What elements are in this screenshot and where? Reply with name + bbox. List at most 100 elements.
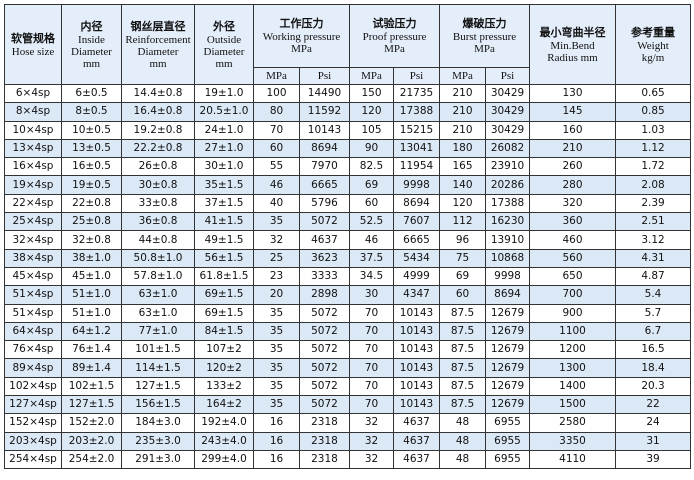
table-cell: 60 bbox=[253, 138, 300, 159]
table-cell: 39 bbox=[615, 449, 692, 470]
subheader-row: MPa Psi MPa Psi MPa Psi bbox=[5, 67, 691, 85]
table-cell: 35±1.5 bbox=[194, 175, 254, 195]
table-cell: 45×4sp bbox=[4, 266, 62, 287]
table-cell: 8694 bbox=[392, 193, 441, 214]
table-cell: 8±0.5 bbox=[61, 102, 122, 122]
table-cell: 70 bbox=[349, 303, 394, 323]
table-cell: 10143 bbox=[392, 321, 441, 342]
header-en: mm bbox=[149, 57, 167, 70]
header-zh: 外径 bbox=[213, 19, 235, 33]
table-cell: 560 bbox=[529, 248, 617, 268]
table-cell: 48 bbox=[439, 413, 487, 433]
table-cell: 25×4sp bbox=[4, 212, 62, 232]
table-cell: 75 bbox=[439, 248, 487, 268]
table-row: 16×4sp 16±0.5 26±0.8 30±1.0 55 7970 82.5 11954 1… bbox=[4, 157, 692, 177]
table-cell: 35 bbox=[253, 303, 300, 323]
table-cell: 35 bbox=[253, 340, 300, 360]
table-cell: 6665 bbox=[299, 175, 350, 195]
table-cell: 203×4sp bbox=[4, 431, 62, 451]
table-cell: 165 bbox=[439, 157, 487, 177]
table-row: 6×4sp 6±0.5 14.4±0.8 19±1.0 100 14490 150 21735… bbox=[4, 83, 692, 104]
header-en: Diameter bbox=[137, 45, 179, 58]
table-cell: 30429 bbox=[485, 102, 531, 122]
header-row: 软管规格 Hose size 内径 Inside Diameter mm 钢丝层直径 Rein… bbox=[4, 4, 692, 85]
table-cell: 69±1.5 bbox=[194, 303, 254, 323]
header-en: Inside bbox=[78, 33, 105, 46]
table-cell: 1500 bbox=[529, 395, 617, 415]
table-row: 76×4sp 76±1.4 101±1.5 107±2 35 5072 70 10143 87.… bbox=[4, 340, 692, 360]
table-cell: 35 bbox=[253, 376, 300, 397]
table-cell: 120 bbox=[349, 102, 394, 122]
table-cell: 16±0.5 bbox=[61, 157, 122, 177]
table-cell: 127×4sp bbox=[4, 395, 62, 415]
table-cell: 12679 bbox=[485, 321, 531, 342]
table-cell: 13910 bbox=[485, 230, 531, 250]
table-cell: 9998 bbox=[392, 175, 441, 195]
table-cell: 320 bbox=[529, 193, 617, 214]
table-cell: 10±0.5 bbox=[61, 120, 122, 140]
table-cell: 7970 bbox=[299, 157, 350, 177]
table-row: 203×4sp 203±2.0 235±3.0 243±4.0 16 2318 32 4637… bbox=[4, 431, 692, 451]
header-zh: 钢丝层直径 bbox=[130, 19, 186, 33]
subheader-cell: Psi bbox=[392, 67, 441, 85]
table-cell: 35 bbox=[253, 212, 300, 232]
table-cell: 23 bbox=[253, 266, 300, 287]
table-cell: 0.85 bbox=[615, 102, 692, 122]
table-cell: 17388 bbox=[485, 193, 531, 214]
table-cell: 4110 bbox=[529, 449, 617, 470]
table-cell: 49±1.5 bbox=[194, 230, 254, 250]
table-cell: 13041 bbox=[392, 138, 441, 159]
table-cell: 76×4sp bbox=[4, 340, 62, 360]
header-cell: 参考重量 Weight kg/m bbox=[615, 4, 692, 85]
table-cell: 3.12 bbox=[615, 230, 692, 250]
table-body: 6×4sp 6±0.5 14.4±0.8 19±1.0 100 14490 150 21735… bbox=[4, 83, 692, 470]
table-cell: 35 bbox=[253, 358, 300, 378]
table-cell: 14.4±0.8 bbox=[121, 83, 195, 104]
table-row: 127×4sp 127±1.5 156±1.5 164±2 35 5072 70 10143 8… bbox=[4, 395, 692, 415]
header-en: Diameter bbox=[203, 45, 245, 58]
table-cell: 96 bbox=[439, 230, 487, 250]
header-cell: 钢丝层直径 Reinforcement Diameter mm bbox=[121, 4, 195, 85]
table-cell: 30±1.0 bbox=[194, 157, 254, 177]
table-cell: 51×4sp bbox=[4, 303, 62, 323]
table-cell: 5072 bbox=[299, 395, 350, 415]
table-cell: 10868 bbox=[485, 248, 531, 268]
table-cell: 87.5 bbox=[439, 395, 487, 415]
table-cell: 70 bbox=[349, 321, 394, 342]
table-cell: 6×4sp bbox=[4, 83, 62, 104]
table-cell: 19×4sp bbox=[4, 175, 62, 195]
table-row: 254×4sp 254±2.0 291±3.0 299±4.0 16 2318 32 4637… bbox=[4, 449, 692, 470]
table-cell: 70 bbox=[253, 120, 300, 140]
subheader-cell: MPa bbox=[439, 67, 487, 85]
table-cell: 1300 bbox=[529, 358, 617, 378]
table-cell: 23910 bbox=[485, 157, 531, 177]
table-row: 102×4sp 102±1.5 127±1.5 133±2 35 5072 70 10143 8… bbox=[4, 376, 692, 397]
table-cell: 2580 bbox=[529, 413, 617, 433]
table-cell: 22.2±0.8 bbox=[121, 138, 195, 159]
table-cell: 127±1.5 bbox=[61, 395, 122, 415]
table-cell: 64×4sp bbox=[4, 321, 62, 342]
table-cell: 299±4.0 bbox=[194, 449, 254, 470]
table-cell: 35 bbox=[253, 395, 300, 415]
table-cell: 4637 bbox=[299, 230, 350, 250]
table-cell: 1400 bbox=[529, 376, 617, 397]
header-en: MPa bbox=[291, 43, 312, 55]
table-cell: 112 bbox=[439, 212, 487, 232]
table-cell: 0.65 bbox=[615, 83, 692, 104]
table-cell: 12679 bbox=[485, 395, 531, 415]
table-cell: 192±4.0 bbox=[194, 413, 254, 433]
table-cell: 48 bbox=[439, 449, 487, 470]
table-cell: 20 bbox=[253, 285, 300, 305]
table-cell: 31 bbox=[615, 431, 692, 451]
table-cell: 37±1.5 bbox=[194, 193, 254, 214]
table-cell: 41±1.5 bbox=[194, 212, 254, 232]
table-cell: 7607 bbox=[392, 212, 441, 232]
table-cell: 6±0.5 bbox=[61, 83, 122, 104]
table-cell: 3333 bbox=[299, 266, 350, 287]
table-cell: 57.8±1.0 bbox=[121, 266, 195, 287]
table-cell: 280 bbox=[529, 175, 617, 195]
table-cell: 4637 bbox=[392, 413, 441, 433]
table-cell: 70 bbox=[349, 358, 394, 378]
table-cell: 24 bbox=[615, 413, 692, 433]
header-cell: 最小弯曲半径 Min.Bend Radius mm bbox=[529, 4, 617, 85]
